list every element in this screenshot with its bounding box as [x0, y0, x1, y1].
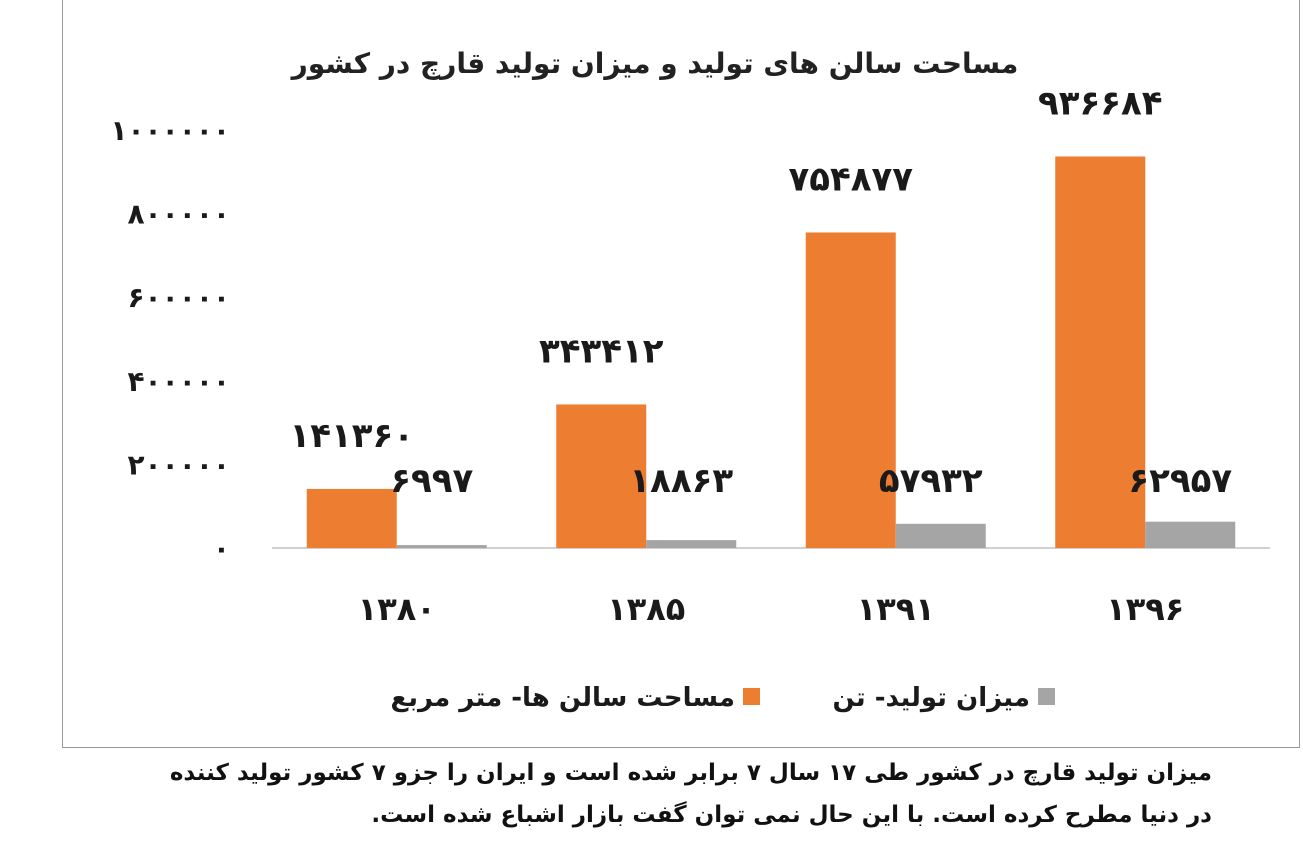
x-category-label: ۱۳۹۱	[857, 590, 935, 628]
bar-production	[895, 523, 986, 548]
caption: میزان تولید قارچ در کشور طی ۱۷ سال ۷ برا…	[150, 752, 1212, 836]
data-label-area: ۷۵۴۸۷۷	[788, 159, 913, 199]
data-labels: ۱۴۱۳۶۰ ۶۹۹۷ ۳۴۳۴۱۲ ۱۸۸۶۳ ۷۵۴۸۷۷ ۵۷۹۳۲ ۹۳۶۶۸۴ ۶۲…	[289, 83, 1232, 501]
y-axis-ticks: ۰ ۲۰۰۰۰۰ ۴۰۰۰۰۰ ۶۰۰۰۰۰ ۸۰۰۰۰۰ ۱۰۰۰۰۰۰	[110, 114, 230, 565]
y-tick-label: ۱۰۰۰۰۰۰	[110, 114, 230, 147]
y-tick-label: ۲۰۰۰۰۰	[127, 448, 230, 481]
bars	[306, 156, 1236, 549]
bar-area	[556, 404, 647, 548]
y-tick-label: ۴۰۰۰۰۰	[127, 365, 230, 398]
bar-area	[805, 232, 896, 548]
data-label-area: ۳۴۳۴۱۲	[539, 331, 664, 371]
caption-line-2: در دنیا مطرح کرده است. با این حال نمی تو…	[371, 802, 1212, 828]
data-label-production: ۵۷۹۳۲	[879, 461, 983, 501]
legend-swatch-production	[1038, 688, 1055, 705]
bar-production	[1145, 521, 1236, 548]
x-category-label: ۱۳۸۰	[358, 590, 436, 628]
legend-swatch-area	[743, 688, 760, 705]
data-label-area: ۱۴۱۳۶۰	[289, 416, 414, 456]
y-tick-label: ۰	[213, 532, 230, 565]
y-tick-label: ۶۰۰۰۰۰	[127, 281, 230, 314]
chart-title: مساحت سالن های تولید و میزان تولید قارچ …	[290, 47, 1019, 80]
data-label-production: ۶۲۹۵۷	[1128, 461, 1232, 501]
bar-production	[396, 545, 487, 549]
legend: مساحت سالن ها- متر مربع میزان تولید- تن	[390, 683, 1055, 713]
bar-area	[1055, 156, 1146, 548]
x-category-label: ۱۳۹۶	[1106, 590, 1184, 628]
bar-production	[646, 540, 737, 548]
category-labels: ۱۳۸۰ ۱۳۸۵ ۱۳۹۱ ۱۳۹۶	[358, 590, 1185, 628]
data-label-production: ۱۸۸۶۳	[629, 461, 733, 501]
x-category-label: ۱۳۸۵	[607, 590, 685, 628]
y-tick-label: ۸۰۰۰۰۰	[127, 198, 230, 231]
chart: مساحت سالن های تولید و میزان تولید قارچ …	[110, 47, 1270, 713]
bar-area	[306, 488, 397, 548]
legend-label-production: میزان تولید- تن	[832, 683, 1030, 713]
data-label-area: ۹۳۶۶۸۴	[1038, 83, 1163, 123]
caption-line-1: میزان تولید قارچ در کشور طی ۱۷ سال ۷ برا…	[169, 760, 1212, 786]
data-label-production: ۶۹۹۷	[390, 461, 473, 501]
legend-label-area: مساحت سالن ها- متر مربع	[390, 683, 735, 713]
